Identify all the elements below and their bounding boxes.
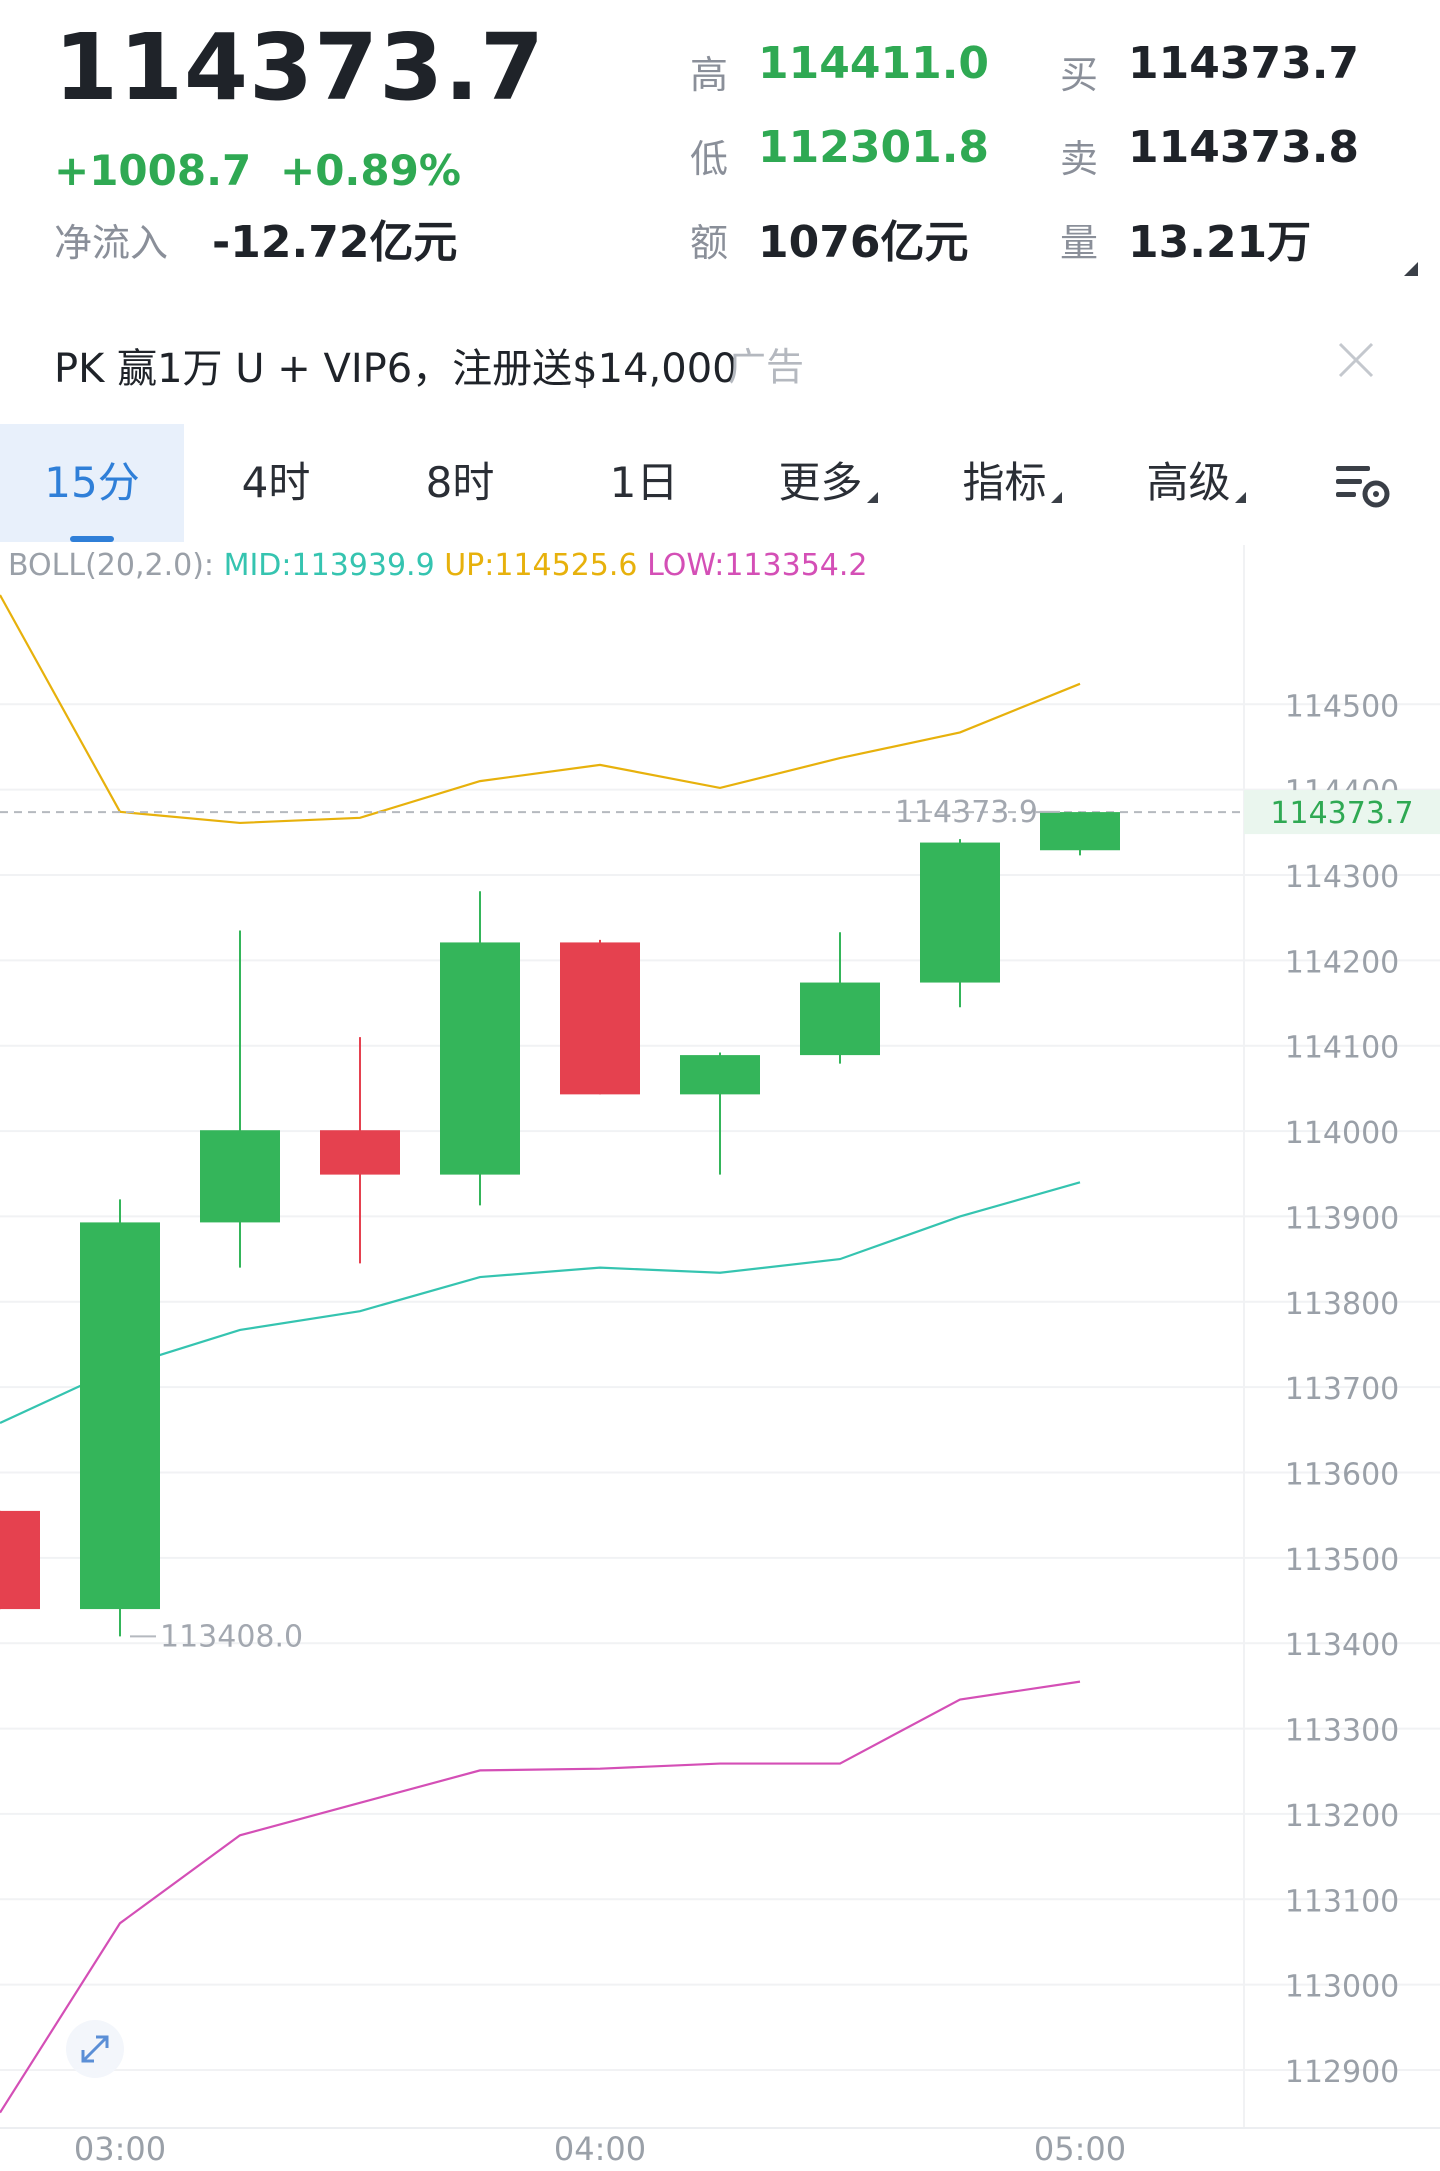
y-tick-label: 113400 xyxy=(1285,1628,1400,1663)
ad-banner-text[interactable]: PK 赢1万 U + VIP6，注册送$14,000 xyxy=(54,346,738,392)
tab-more[interactable]: 更多 xyxy=(736,424,920,542)
boll-mid-line xyxy=(0,1181,1081,1424)
y-tick-label: 113800 xyxy=(1285,1287,1400,1322)
candle-down xyxy=(320,1130,400,1175)
tab-label: 1日 xyxy=(609,458,679,507)
stat-low-label: 低 xyxy=(690,137,729,181)
stat-ask-value: 114373.8 xyxy=(1128,122,1360,173)
boll-low-value: LOW:113354.2 xyxy=(647,548,868,583)
stat-high-value: 114411.0 xyxy=(758,38,990,89)
candle-down xyxy=(560,942,640,1095)
y-tick-label: 114100 xyxy=(1285,1031,1400,1066)
y-tick-label: 113600 xyxy=(1285,1458,1400,1493)
low-marker-label: 113408.0 xyxy=(160,1619,303,1654)
stat-bid-value: 114373.7 xyxy=(1128,38,1360,89)
y-tick-label: 113000 xyxy=(1285,1970,1400,2005)
candle-up xyxy=(800,982,880,1056)
stat-low-value: 112301.8 xyxy=(758,122,990,173)
chart-settings-icon[interactable] xyxy=(1334,462,1394,510)
y-tick-label: 113500 xyxy=(1285,1543,1400,1578)
candle-down xyxy=(0,1510,40,1610)
y-tick-label: 114200 xyxy=(1285,945,1400,980)
price-change: +1008.7 xyxy=(54,146,252,195)
ad-tag: 广告 xyxy=(728,345,805,389)
boll-up-value: UP:114525.6 xyxy=(444,548,638,583)
y-tick-label: 114500 xyxy=(1285,689,1400,724)
y-tick-label: 114300 xyxy=(1285,860,1400,895)
net-inflow-label: 净流入 xyxy=(54,221,169,265)
price-change-percent: +0.89% xyxy=(280,146,461,195)
tab-label: 更多 xyxy=(778,458,863,507)
y-tick-label: 113700 xyxy=(1285,1372,1400,1407)
close-icon[interactable] xyxy=(1334,338,1378,382)
stat-ask-label: 卖 xyxy=(1060,137,1099,181)
interval-tabs: 15分 4时 8时 1日 更多 指标 高级 xyxy=(0,424,1440,542)
candle-up xyxy=(200,1130,280,1223)
tab-label: 8时 xyxy=(425,458,495,507)
boll-low-line xyxy=(0,1680,1081,2114)
boll-name: BOLL(20,2.0): xyxy=(8,548,215,583)
fullscreen-expand-icon[interactable] xyxy=(66,2020,124,2078)
dropdown-triangle-icon xyxy=(866,492,878,503)
stat-bid-label: 买 xyxy=(1060,53,1099,97)
active-tab-indicator xyxy=(70,536,114,542)
stat-volume-label: 量 xyxy=(1060,221,1099,265)
y-tick-label: 113200 xyxy=(1285,1799,1400,1834)
y-tick-label: 113100 xyxy=(1285,1884,1400,1919)
x-tick-label: 03:00 xyxy=(74,2130,166,2168)
tab-label: 指标 xyxy=(962,458,1047,507)
stat-volume-value: 13.21万 xyxy=(1128,217,1312,268)
tab-advanced[interactable]: 高级 xyxy=(1104,424,1288,542)
dropdown-triangle-icon xyxy=(1234,492,1246,503)
tab-8h[interactable]: 8时 xyxy=(368,424,552,542)
tab-label: 15分 xyxy=(44,458,140,507)
y-tick-label: 114000 xyxy=(1285,1116,1400,1151)
x-tick-label: 05:00 xyxy=(1034,2130,1126,2168)
boll-up-line xyxy=(0,594,1081,825)
candle-up xyxy=(1040,812,1120,851)
last-price-label: 114373.7 xyxy=(1270,796,1413,831)
net-inflow-value: -12.72亿元 xyxy=(212,217,458,268)
y-tick-label: 112900 xyxy=(1285,2055,1400,2090)
stat-high-label: 高 xyxy=(690,53,729,97)
last-price: 114373.7 xyxy=(54,14,546,121)
tab-4h[interactable]: 4时 xyxy=(184,424,368,542)
stat-amount-value: 1076亿元 xyxy=(758,217,969,268)
y-tick-label: 114400 xyxy=(1285,775,1400,810)
high-marker-label: 114373.9 xyxy=(895,795,1038,830)
x-tick-label: 04:00 xyxy=(554,2130,646,2168)
expand-stats-icon[interactable] xyxy=(1404,262,1418,276)
y-tick-label: 113900 xyxy=(1285,1201,1400,1236)
tab-label: 4时 xyxy=(241,458,311,507)
candle-up xyxy=(680,1055,760,1095)
candle-up xyxy=(440,942,520,1175)
tab-1d[interactable]: 1日 xyxy=(552,424,736,542)
tab-15min[interactable]: 15分 xyxy=(0,424,184,542)
candle-up xyxy=(920,842,1000,983)
y-tick-label: 113300 xyxy=(1285,1714,1400,1749)
tab-label: 高级 xyxy=(1146,458,1231,507)
tab-indicators[interactable]: 指标 xyxy=(920,424,1104,542)
boll-mid-value: MID:113939.9 xyxy=(223,548,435,583)
stat-amount-label: 额 xyxy=(690,221,729,265)
dropdown-triangle-icon xyxy=(1050,492,1062,503)
boll-legend: BOLL(20,2.0): MID:113939.9 UP:114525.6 L… xyxy=(8,548,868,583)
last-price-tag xyxy=(1244,790,1440,835)
candle-up xyxy=(80,1222,160,1610)
